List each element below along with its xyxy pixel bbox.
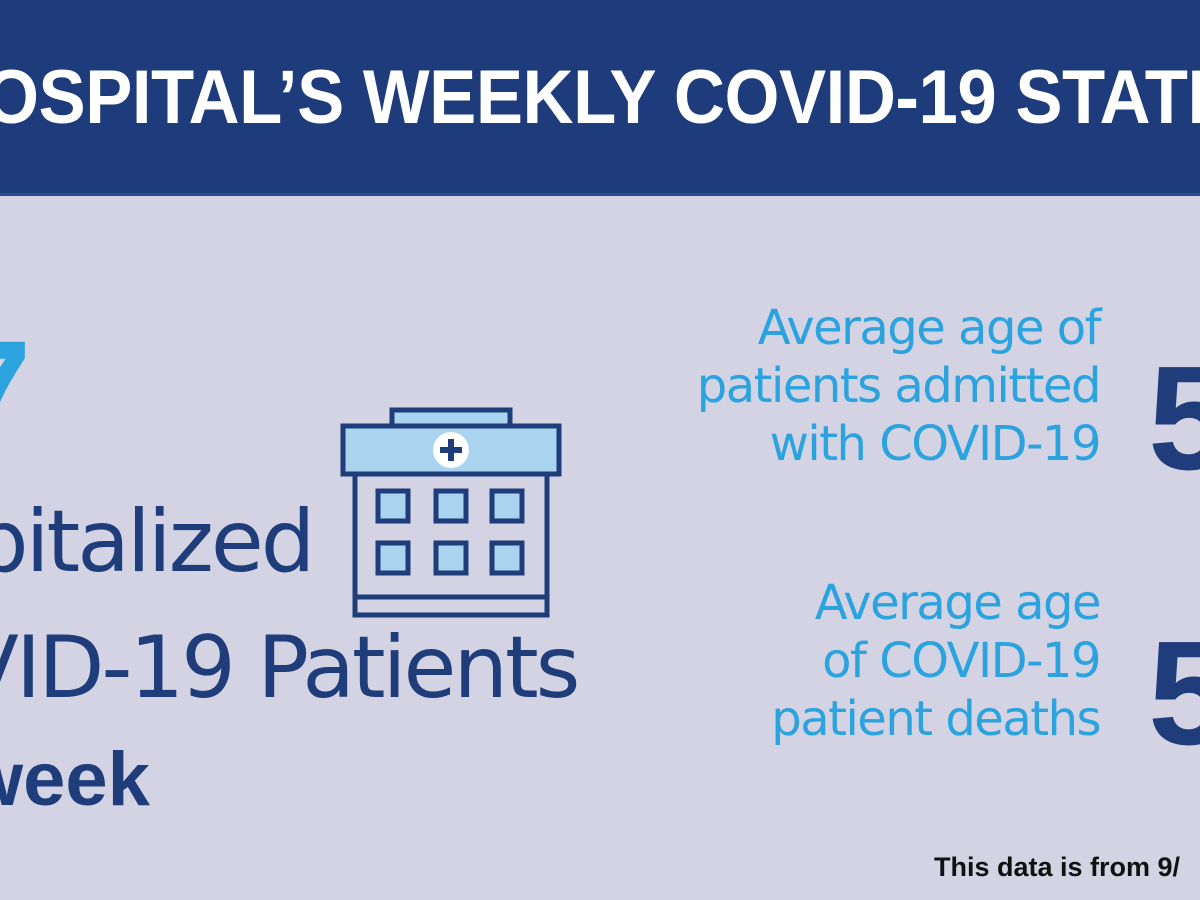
stat-label-line: of COVID-19 xyxy=(822,633,1101,689)
header-banner: OSPITAL’S WEEKLY COVID-19 STATIS xyxy=(0,0,1200,196)
medical-cross-icon xyxy=(433,432,469,468)
stat-value-average-age-admitted: 5 xyxy=(1148,336,1200,501)
stat-label-average-age-deaths: Average age of COVID-19 patient deaths xyxy=(580,574,1102,748)
stat-label-line: patient deaths xyxy=(771,691,1101,747)
hospitalized-label-line-2: VID-19 Patients xyxy=(0,618,580,718)
stat-label-line: with COVID-19 xyxy=(769,416,1102,472)
stat-label-line: patients admitted xyxy=(696,358,1102,414)
stat-label-line: Average age of xyxy=(757,300,1102,356)
stat-label-average-age-admitted: Average age of patients admitted with CO… xyxy=(580,299,1102,473)
hospital-building-icon xyxy=(340,407,562,618)
page-title: OSPITAL’S WEEKLY COVID-19 STATIS xyxy=(0,55,1200,140)
stat-value-average-age-deaths: 5 xyxy=(1148,611,1200,776)
hospitalized-label-line-3: week xyxy=(0,737,150,822)
data-date-footnote: This data is from 9/ xyxy=(934,852,1181,882)
stat-label-line: Average age xyxy=(814,575,1102,631)
hospitalized-count: 7 xyxy=(0,318,31,468)
hospitalized-label-line-1: pitalized xyxy=(0,492,315,592)
